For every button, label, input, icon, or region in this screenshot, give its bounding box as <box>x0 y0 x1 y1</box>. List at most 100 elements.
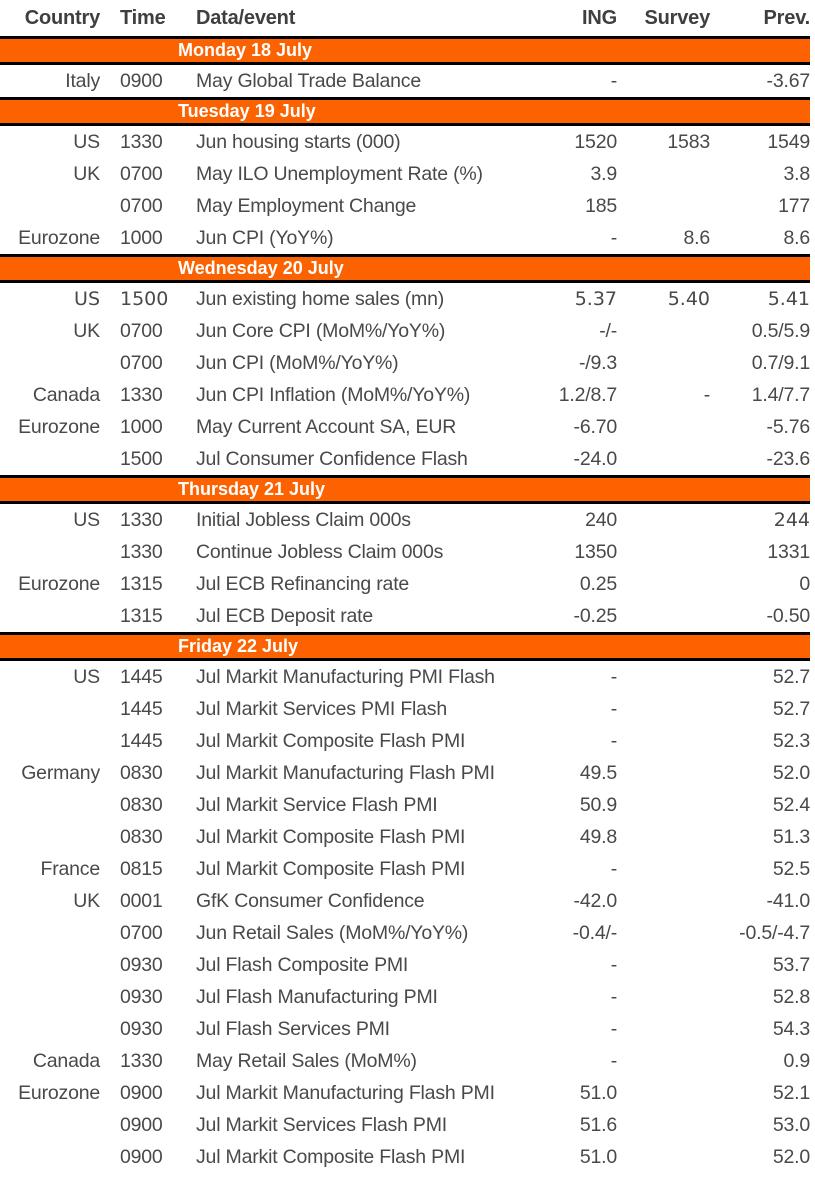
prev-cell: 52.7 <box>772 665 810 688</box>
event-cell: Jul Markit Manufacturing Flash PMI <box>196 1081 495 1104</box>
event-cell: Jul Markit Composite Flash PMI <box>196 857 466 880</box>
day-section-header: Wednesday 20 July <box>0 254 810 283</box>
table-row: UK 0001 GfK Consumer Confidence -42.0 -41.0 <box>0 885 810 917</box>
country-cell: US <box>73 665 100 688</box>
time-cell: 1000 <box>120 415 163 438</box>
prev-cell: 51.3 <box>772 825 810 848</box>
day-section-header: Friday 22 July <box>0 632 810 661</box>
country-cell: Eurozone <box>18 572 100 595</box>
event-cell: Jul Flash Services PMI <box>196 1017 390 1040</box>
prev-cell: -23.6 <box>766 447 811 470</box>
prev-cell: 54.3 <box>772 1017 810 1040</box>
table-row: Germany 0830 Jul Markit Manufacturing Flas… <box>0 757 810 789</box>
ing-cell: -6.70 <box>573 415 618 438</box>
time-cell: 1330 <box>120 508 163 531</box>
time-cell: 0930 <box>120 1017 163 1040</box>
event-cell: Initial Jobless Claim 000s <box>196 508 411 531</box>
event-cell: Jul ECB Deposit rate <box>196 604 373 627</box>
table-row: Canada 1330 Jun CPI Inflation (MoM%/YoY%) 1… <box>0 379 810 411</box>
prev-cell: -0.50 <box>766 604 811 627</box>
country-cell: UK <box>73 319 100 342</box>
day-section-header: Monday 18 July <box>0 36 810 65</box>
event-cell: Jul ECB Refinancing rate <box>196 572 410 595</box>
time-cell: 0900 <box>120 1081 163 1104</box>
prev-cell: 52.0 <box>772 761 810 784</box>
country-cell: Canada <box>32 1049 100 1072</box>
event-cell: May Current Account SA, EUR <box>196 415 457 438</box>
time-cell: 0900 <box>120 1145 163 1168</box>
prev-cell: 52.8 <box>772 985 810 1008</box>
table-row: Eurozone 0900 Jul Markit Manufacturing Fla… <box>0 1077 810 1109</box>
day-label: Tuesday 19 July <box>178 101 316 121</box>
event-cell: Jul Markit Services Flash PMI <box>196 1113 448 1136</box>
table-row: 0930 Jul Flash Composite PMI - 53.7 <box>0 949 810 981</box>
prev-cell: 1.4/7.7 <box>751 383 810 406</box>
day-label: Thursday 21 July <box>178 479 326 499</box>
table-row: 0830 Jul Markit Service Flash PMI 50.9 52.4 <box>0 789 810 821</box>
country-cell: Canada <box>32 383 100 406</box>
table-row: 1445 Jul Markit Composite Flash PMI - 52.3 <box>0 725 810 757</box>
prev-cell: 53.7 <box>772 953 810 976</box>
time-cell: 1445 <box>120 697 163 720</box>
table-row: 1315 Jul ECB Deposit rate -0.25 -0.50 <box>0 600 810 632</box>
time-cell: 0700 <box>120 319 163 342</box>
event-cell: Jul Markit Services PMI Flash <box>196 697 448 720</box>
time-cell: 0001 <box>120 889 163 912</box>
country-cell: UK <box>73 889 100 912</box>
ing-cell: - <box>610 69 617 92</box>
ing-cell: - <box>610 985 617 1008</box>
prev-cell: -0.5/-4.7 <box>739 921 810 944</box>
prev-cell: 5.41 <box>767 288 810 310</box>
time-cell: 1000 <box>120 226 163 249</box>
prev-cell: 0.5/5.9 <box>751 319 810 342</box>
table-row: US 1445 Jul Markit Manufacturing PMI Flash… <box>0 661 810 693</box>
country-cell: Eurozone <box>18 1081 100 1104</box>
country-cell: US <box>73 130 100 153</box>
prev-cell: 52.3 <box>772 729 810 752</box>
column-header-time: Time <box>120 6 166 29</box>
day-label: Friday 22 July <box>178 636 299 656</box>
day-section-header: Tuesday 19 July <box>0 97 810 126</box>
prev-cell: 0.9 <box>783 1049 810 1072</box>
country-cell: Germany <box>21 761 100 784</box>
day-label: Monday 18 July <box>178 40 313 60</box>
ing-cell: - <box>610 697 617 720</box>
prev-cell: 177 <box>778 194 810 217</box>
prev-cell: 53.0 <box>772 1113 810 1136</box>
ing-cell: - <box>610 1017 617 1040</box>
prev-cell: 52.5 <box>772 857 810 880</box>
table-row: US 1330 Initial Jobless Claim 000s 240 244 <box>0 504 810 536</box>
table-row: Canada 1330 May Retail Sales (MoM%) - 0.9 <box>0 1045 810 1077</box>
table-row: US 1330 Jun housing starts (000) 1520 1583 15… <box>0 126 810 158</box>
ing-cell: - <box>610 665 617 688</box>
event-cell: Jul Markit Composite Flash PMI <box>196 729 466 752</box>
prev-cell: -41.0 <box>766 889 811 912</box>
event-cell: Jun CPI (MoM%/YoY%) <box>196 351 399 374</box>
ing-cell: - <box>610 953 617 976</box>
survey-cell: 5.40 <box>667 288 710 310</box>
time-cell: 0830 <box>120 793 163 816</box>
day-section-header: Thursday 21 July <box>0 475 810 504</box>
country-cell: Eurozone <box>18 415 100 438</box>
prev-cell: 244 <box>773 509 810 531</box>
ing-cell: - <box>610 226 617 249</box>
table-row: 0700 Jun CPI (MoM%/YoY%) -/9.3 0.7/9.1 <box>0 347 810 379</box>
time-cell: 1445 <box>120 665 163 688</box>
survey-cell: 8.6 <box>683 226 710 249</box>
table-row: UK 0700 May ILO Unemployment Rate (%) 3.9 3.… <box>0 158 810 190</box>
prev-cell: 52.7 <box>772 697 810 720</box>
ing-cell: 0.25 <box>579 572 617 595</box>
ing-cell: -0.4/- <box>572 921 618 944</box>
table-row: 1330 Continue Jobless Claim 000s 1350 1331 <box>0 536 810 568</box>
ing-cell: -/9.3 <box>578 351 617 374</box>
prev-cell: 52.4 <box>772 793 810 816</box>
event-cell: May Employment Change <box>196 194 417 217</box>
ing-cell: 51.0 <box>579 1145 617 1168</box>
ing-cell: - <box>610 1049 617 1072</box>
country-cell: Eurozone <box>18 226 100 249</box>
table-row: 0930 Jul Flash Services PMI - 54.3 <box>0 1013 810 1045</box>
survey-cell: - <box>703 383 710 406</box>
table-row: France 0815 Jul Markit Composite Flash PMI… <box>0 853 811 885</box>
ing-cell: 50.9 <box>579 793 617 816</box>
table-row: 0930 Jul Flash Manufacturing PMI - 52.8 <box>0 981 810 1013</box>
